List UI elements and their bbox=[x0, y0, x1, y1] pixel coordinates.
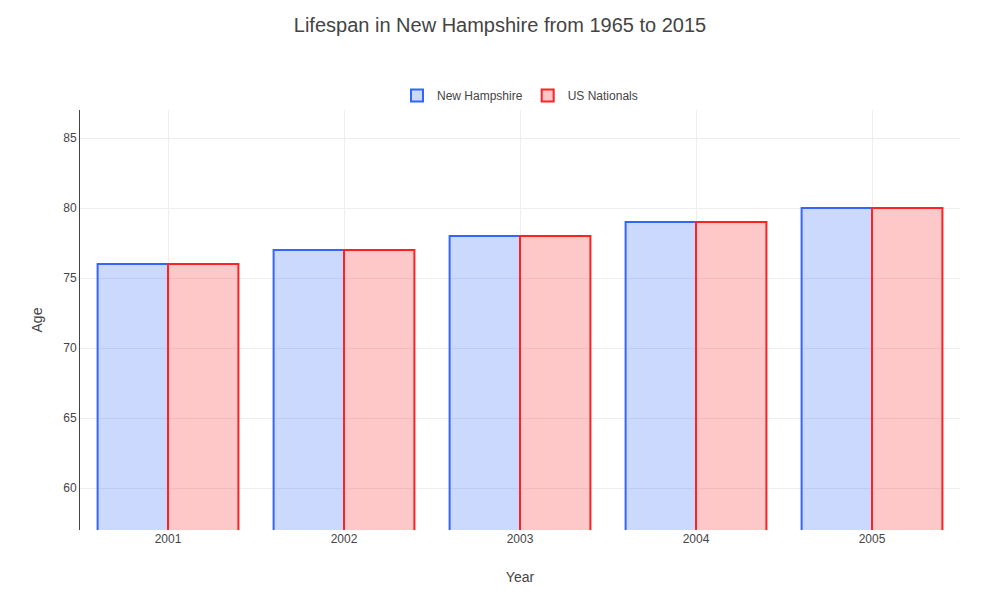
svg-text:2004: 2004 bbox=[683, 532, 710, 546]
svg-text:2001: 2001 bbox=[155, 532, 182, 546]
svg-text:65: 65 bbox=[63, 411, 77, 425]
svg-text:80: 80 bbox=[63, 201, 77, 215]
svg-text:US Nationals: US Nationals bbox=[568, 89, 638, 103]
svg-text:70: 70 bbox=[63, 341, 77, 355]
svg-text:60: 60 bbox=[63, 481, 77, 495]
svg-text:75: 75 bbox=[63, 271, 77, 285]
svg-text:85: 85 bbox=[63, 131, 77, 145]
svg-text:2003: 2003 bbox=[507, 532, 534, 546]
svg-text:Year: Year bbox=[506, 569, 535, 585]
svg-text:2005: 2005 bbox=[859, 532, 886, 546]
svg-text:Age: Age bbox=[29, 307, 45, 332]
svg-text:2002: 2002 bbox=[331, 532, 358, 546]
svg-text:Lifespan in New Hampshire from: Lifespan in New Hampshire from 1965 to 2… bbox=[294, 14, 706, 36]
svg-text:New Hampshire: New Hampshire bbox=[437, 89, 523, 103]
